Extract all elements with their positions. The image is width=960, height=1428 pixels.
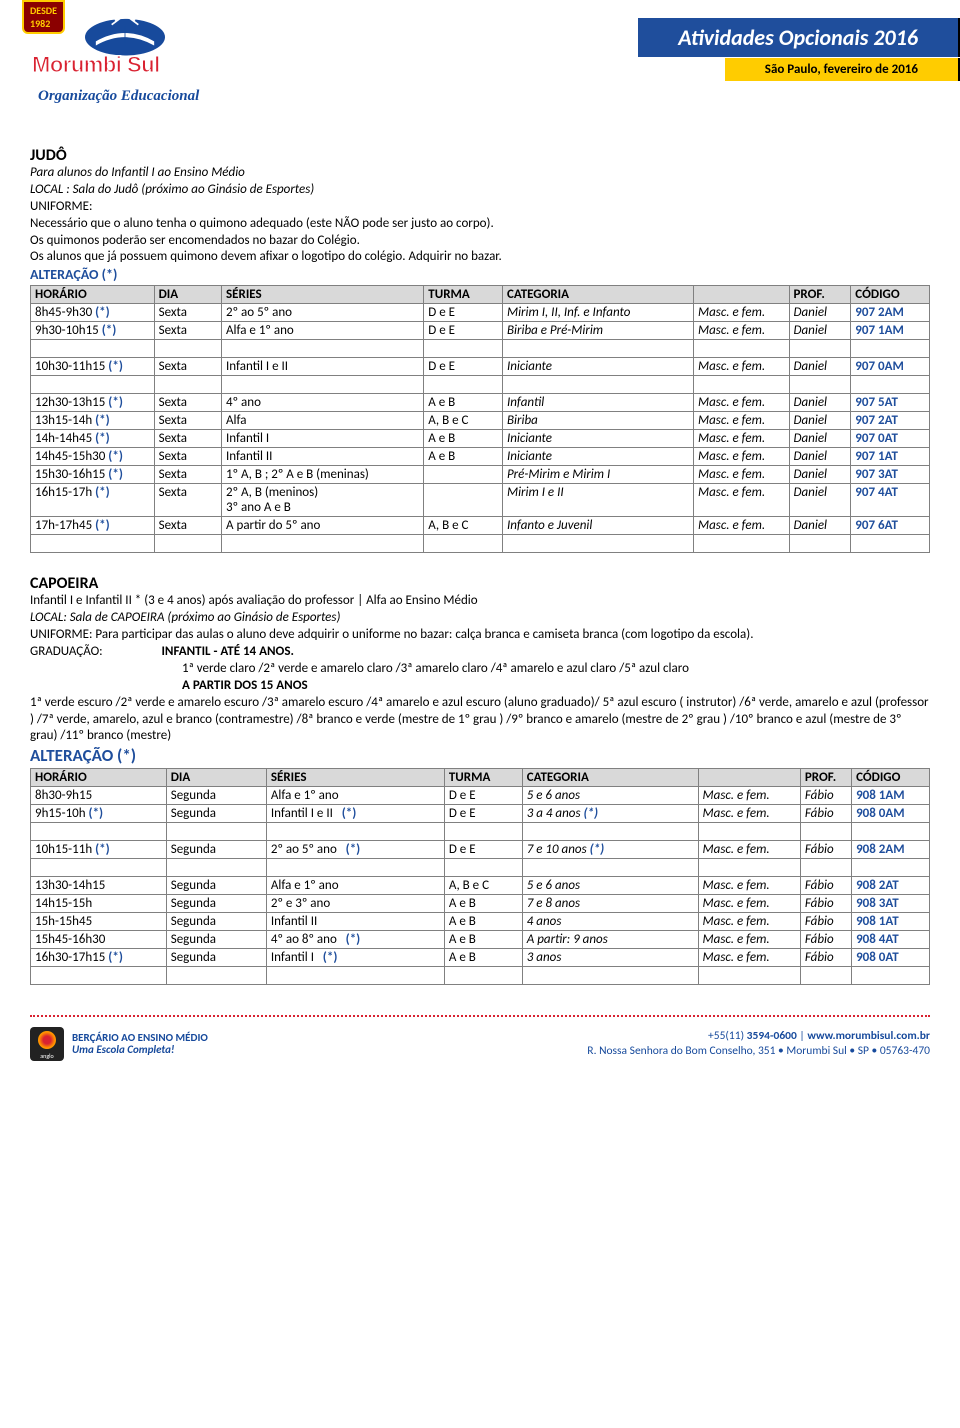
table-row bbox=[31, 340, 930, 358]
cap-p1: Infantil I e Infantil II * (3 e 4 anos) … bbox=[30, 593, 930, 610]
table-row: 17h-17h45 (*)SextaA partir do 5º anoA, B… bbox=[31, 517, 930, 535]
judo-p3: UNIFORME: bbox=[30, 199, 930, 216]
page-footer: anglo BERÇÁRIO AO ENSINO MÉDIO Uma Escol… bbox=[30, 1015, 930, 1061]
capoeira-schedule-table: HORÁRIODIASÉRIESTURMACATEGORIAPROF.CÓDIG… bbox=[30, 768, 930, 985]
table-row: 14h45-15h30 (*)SextaInfantil IIA e BInic… bbox=[31, 448, 930, 466]
table-row bbox=[31, 967, 930, 985]
judo-p5: Os quimonos poderão ser encomendados no … bbox=[30, 233, 930, 250]
table-header-row: HORÁRIODIASÉRIESTURMACATEGORIAPROF.CÓDIG… bbox=[31, 286, 930, 304]
table-row bbox=[31, 376, 930, 394]
judo-p4: Necessário que o aluno tenha o quimono a… bbox=[30, 216, 930, 233]
year-badge: DESDE 1982 bbox=[22, 0, 65, 34]
table-row: 8h45-9h30 (*)Sexta2º ao 5º anoD e EMirim… bbox=[31, 304, 930, 322]
table-row bbox=[31, 535, 930, 553]
logo-sub-text: Organização Educacional bbox=[38, 88, 199, 105]
grad-t1: INFANTIL - ATÉ 14 ANOS. bbox=[161, 644, 294, 659]
table-row: 14h-14h45 (*)SextaInfantil IA e BInician… bbox=[31, 430, 930, 448]
table-row: 13h15-14h (*)SextaAlfaA, B e CBiribaMasc… bbox=[31, 412, 930, 430]
cap-p3: UNIFORME: Para participar das aulas o al… bbox=[30, 627, 930, 644]
footer-line2: Uma Escola Completa! bbox=[72, 1044, 208, 1056]
table-row: 8h30-9h15SegundaAlfa e 1º anoD e E5 e 6 … bbox=[31, 787, 930, 805]
table-row: 9h30-10h15 (*)SextaAlfa e 1º anoD e EBir… bbox=[31, 322, 930, 340]
judo-p1: Para alunos do Infantil I ao Ensino Médi… bbox=[30, 165, 930, 182]
page-header: DESDE 1982 Morumbi Sul® Organização Educ… bbox=[30, 0, 930, 140]
table-row: 12h30-13h15 (*)Sexta4º anoA e BInfantilM… bbox=[31, 394, 930, 412]
table-row: 9h15-10h (*)SegundaInfantil I e II (*)D … bbox=[31, 805, 930, 823]
judo-schedule-table: HORÁRIODIASÉRIESTURMACATEGORIAPROF.CÓDIG… bbox=[30, 285, 930, 553]
page-subtitle: São Paulo, fevereiro de 2016 bbox=[725, 58, 960, 81]
table-row: 16h15-17h (*)Sexta2º A, B (meninos) 3º a… bbox=[31, 484, 930, 517]
judo-p2: LOCAL : Sala do Judô (próximo ao Ginásio… bbox=[30, 182, 930, 199]
school-logo: DESDE 1982 Morumbi Sul® Organização Educ… bbox=[20, 0, 250, 145]
badge-year: 1982 bbox=[30, 17, 50, 30]
judo-alteracao: ALTERAÇÃO (*) bbox=[30, 266, 930, 283]
table-row: 10h15-11h (*)Segunda2º ao 5º ano (*)D e … bbox=[31, 841, 930, 859]
cap-p2: LOCAL: Sala de CAPOEIRA (próximo ao Giná… bbox=[30, 610, 930, 627]
page-title: Atividades Opcionais 2016 bbox=[638, 18, 960, 57]
judo-p6: Os alunos que já possuem quimono devem a… bbox=[30, 249, 930, 266]
table-row: 13h30-14h15SegundaAlfa e 1º anoA, B e C5… bbox=[31, 877, 930, 895]
capoeira-title: CAPOEIRA bbox=[30, 574, 930, 593]
table-row: 15h45-16h30Segunda4º ao 8º ano (*)A e BA… bbox=[31, 931, 930, 949]
judo-intro: Para alunos do Infantil I ao Ensino Médi… bbox=[30, 165, 930, 266]
book-icon bbox=[80, 8, 170, 58]
footer-left: anglo BERÇÁRIO AO ENSINO MÉDIO Uma Escol… bbox=[30, 1027, 208, 1061]
anglo-badge: anglo bbox=[30, 1027, 64, 1061]
footer-text: BERÇÁRIO AO ENSINO MÉDIO Uma Escola Comp… bbox=[72, 1032, 208, 1056]
grad-t2: A PARTIR DOS 15 ANOS bbox=[30, 678, 930, 695]
logo-main-text: Morumbi Sul® bbox=[32, 52, 167, 78]
footer-contact: +55(11) 3594-0600 | www.morumbisul.com.b… bbox=[587, 1029, 930, 1044]
grad-line2: 1ª verde escuro /2ª verde e amarelo escu… bbox=[30, 695, 930, 746]
table-row: 15h30-16h15 (*)Sexta1º A, B ; 2º A e B (… bbox=[31, 466, 930, 484]
grad-line1: 1ª verde claro /2ª verde e amarelo claro… bbox=[30, 661, 930, 678]
footer-address: R. Nossa Senhora do Bom Conselho, 351 • … bbox=[587, 1044, 930, 1059]
table-row: 15h-15h45SegundaInfantil IIA e B4 anosMa… bbox=[31, 913, 930, 931]
table-row bbox=[31, 859, 930, 877]
table-header-row: HORÁRIODIASÉRIESTURMACATEGORIAPROF.CÓDIG… bbox=[31, 769, 930, 787]
judo-title: JUDÔ bbox=[30, 146, 930, 165]
table-row bbox=[31, 823, 930, 841]
table-row: 16h30-17h15 (*)SegundaInfantil I (*)A e … bbox=[31, 949, 930, 967]
table-row: 10h30-11h15 (*)SextaInfantil I e IID e E… bbox=[31, 358, 930, 376]
cap-alteracao: ALTERAÇÃO (*) bbox=[30, 745, 930, 766]
grad-label: GRADUAÇÃO: bbox=[30, 644, 103, 659]
capoeira-intro: Infantil I e Infantil II * (3 e 4 anos) … bbox=[30, 593, 930, 745]
footer-right: +55(11) 3594-0600 | www.morumbisul.com.b… bbox=[587, 1029, 930, 1059]
badge-top: DESDE bbox=[30, 4, 57, 17]
cap-grad: GRADUAÇÃO: INFANTIL - ATÉ 14 ANOS. bbox=[30, 644, 930, 661]
table-row: 14h15-15hSegunda2º e 3º anoA e B7 e 8 an… bbox=[31, 895, 930, 913]
